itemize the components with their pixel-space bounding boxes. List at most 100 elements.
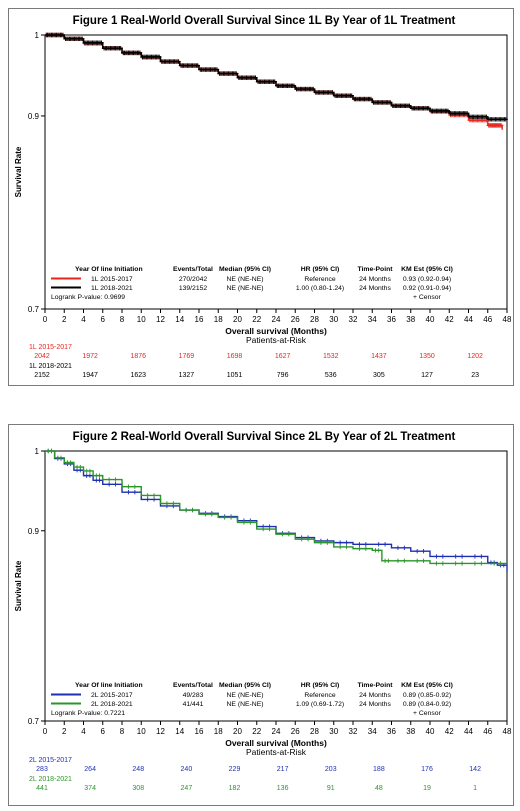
x-tick-label: 2 <box>62 315 67 324</box>
censor-mark <box>176 59 181 64</box>
x-tick-label: 4 <box>81 727 86 736</box>
legend-cell: NE (NE-NE) <box>226 692 263 699</box>
censor-mark <box>137 50 143 56</box>
x-tick-label: 30 <box>329 315 338 324</box>
risk-value: 203 <box>325 766 337 773</box>
censor-mark <box>402 545 407 550</box>
risk-value: 1876 <box>130 353 146 360</box>
legend-header: Median (95% CI) <box>219 266 271 273</box>
risk-value: 240 <box>181 766 193 773</box>
risk-table-title: Patients-at-Risk <box>246 335 307 345</box>
x-tick-label: 0 <box>43 315 48 324</box>
x-tick-label: 20 <box>233 727 242 736</box>
censor-mark <box>60 32 66 38</box>
censor-mark <box>453 554 458 559</box>
censor-mark <box>234 71 239 76</box>
censor-mark <box>49 448 54 454</box>
censor-mark <box>459 554 465 559</box>
censor-mark <box>440 561 446 566</box>
risk-value: 229 <box>229 766 241 773</box>
censor-mark <box>214 67 220 72</box>
censor-mark <box>357 542 362 547</box>
risk-value: 136 <box>277 785 289 792</box>
x-tick-label: 0 <box>43 727 48 736</box>
censor-mark <box>395 558 401 563</box>
x-tick-label: 38 <box>406 727 415 736</box>
risk-value: 19 <box>423 785 431 792</box>
censor-mark <box>414 549 420 554</box>
x-tick-label: 30 <box>329 727 338 736</box>
censor-mark <box>126 490 131 495</box>
legend-header: Time-Point <box>358 266 394 273</box>
legend-cell: 24 Months <box>359 692 391 699</box>
risk-value: 1947 <box>82 372 98 379</box>
chart-title: Figure 2 Real-World Overall Survival Sin… <box>73 431 456 443</box>
x-tick-label: 18 <box>214 727 223 736</box>
censor-mark <box>203 511 208 517</box>
censor-mark <box>106 477 112 482</box>
x-tick-label: 12 <box>156 727 165 736</box>
censor-legend: + Censor <box>413 710 442 717</box>
censor-mark <box>472 554 478 559</box>
censor-legend: + Censor <box>413 294 442 301</box>
x-tick-label: 26 <box>291 315 300 324</box>
legend-cell: 2L 2018-2021 <box>91 701 133 708</box>
risk-row-label: 1L 2015-2017 <box>29 344 72 351</box>
censor-mark <box>491 561 497 566</box>
censor-mark <box>479 561 484 566</box>
risk-value: 1202 <box>467 353 483 360</box>
censor-mark <box>407 103 412 108</box>
censor-mark <box>228 515 234 520</box>
censor-mark <box>68 460 73 465</box>
x-tick-label: 22 <box>252 315 261 324</box>
censor-mark <box>414 558 420 563</box>
censor-mark <box>272 79 277 84</box>
legend-cell: 139/2152 <box>179 285 208 292</box>
x-tick-label: 34 <box>368 315 377 324</box>
legend-header: KM Est (95% CI) <box>401 266 453 273</box>
y-tick-label: 0.7 <box>28 717 40 726</box>
censor-mark <box>498 561 503 566</box>
censor-mark <box>253 75 258 80</box>
risk-value: 2152 <box>34 372 50 379</box>
risk-value: 1623 <box>130 372 146 379</box>
y-tick-label: 1 <box>35 31 40 40</box>
censor-mark <box>145 493 150 498</box>
legend-cell: 0.89 (0.84-0.92) <box>403 701 451 708</box>
risk-row-label: 2L 2018-2021 <box>29 776 72 783</box>
legend-cell: 0.93 (0.92-0.94) <box>403 276 451 283</box>
censor-mark <box>465 111 470 116</box>
x-tick-label: 48 <box>503 727 512 736</box>
risk-value: 2042 <box>34 353 50 360</box>
x-tick-label: 26 <box>291 727 300 736</box>
censor-mark <box>363 542 369 547</box>
legend-cell: 49/283 <box>183 692 204 699</box>
legend-header: Year Of line Initiation <box>75 266 143 273</box>
legend-header: Events/Total <box>173 682 213 689</box>
x-tick-label: 10 <box>137 727 146 736</box>
x-tick-label: 8 <box>120 727 125 736</box>
censor-mark <box>426 106 431 111</box>
legend-header: HR (95% CI) <box>301 266 340 273</box>
risk-value: 1627 <box>275 353 291 360</box>
legend-cell: 1L 2018-2021 <box>91 285 133 292</box>
legend-cell: 24 Months <box>359 276 391 283</box>
risk-value: 23 <box>471 372 479 379</box>
censor-mark <box>299 537 304 542</box>
censor-mark <box>80 36 85 42</box>
censor-mark <box>113 477 118 482</box>
y-axis-label: Survival Rate <box>14 146 23 197</box>
risk-value: 1532 <box>323 353 339 360</box>
x-tick-label: 32 <box>349 727 358 736</box>
legend-cell: 0.92 (0.91-0.94) <box>403 285 451 292</box>
censor-mark <box>388 100 393 105</box>
x-tick-label: 14 <box>175 315 184 324</box>
x-tick-label: 16 <box>195 315 204 324</box>
risk-value: 1769 <box>179 353 195 360</box>
censor-mark <box>222 515 227 520</box>
risk-value: 217 <box>277 766 289 773</box>
x-tick-label: 48 <box>503 315 512 324</box>
censor-mark <box>459 561 465 566</box>
censor-mark <box>349 93 354 98</box>
censor-mark <box>421 549 426 554</box>
